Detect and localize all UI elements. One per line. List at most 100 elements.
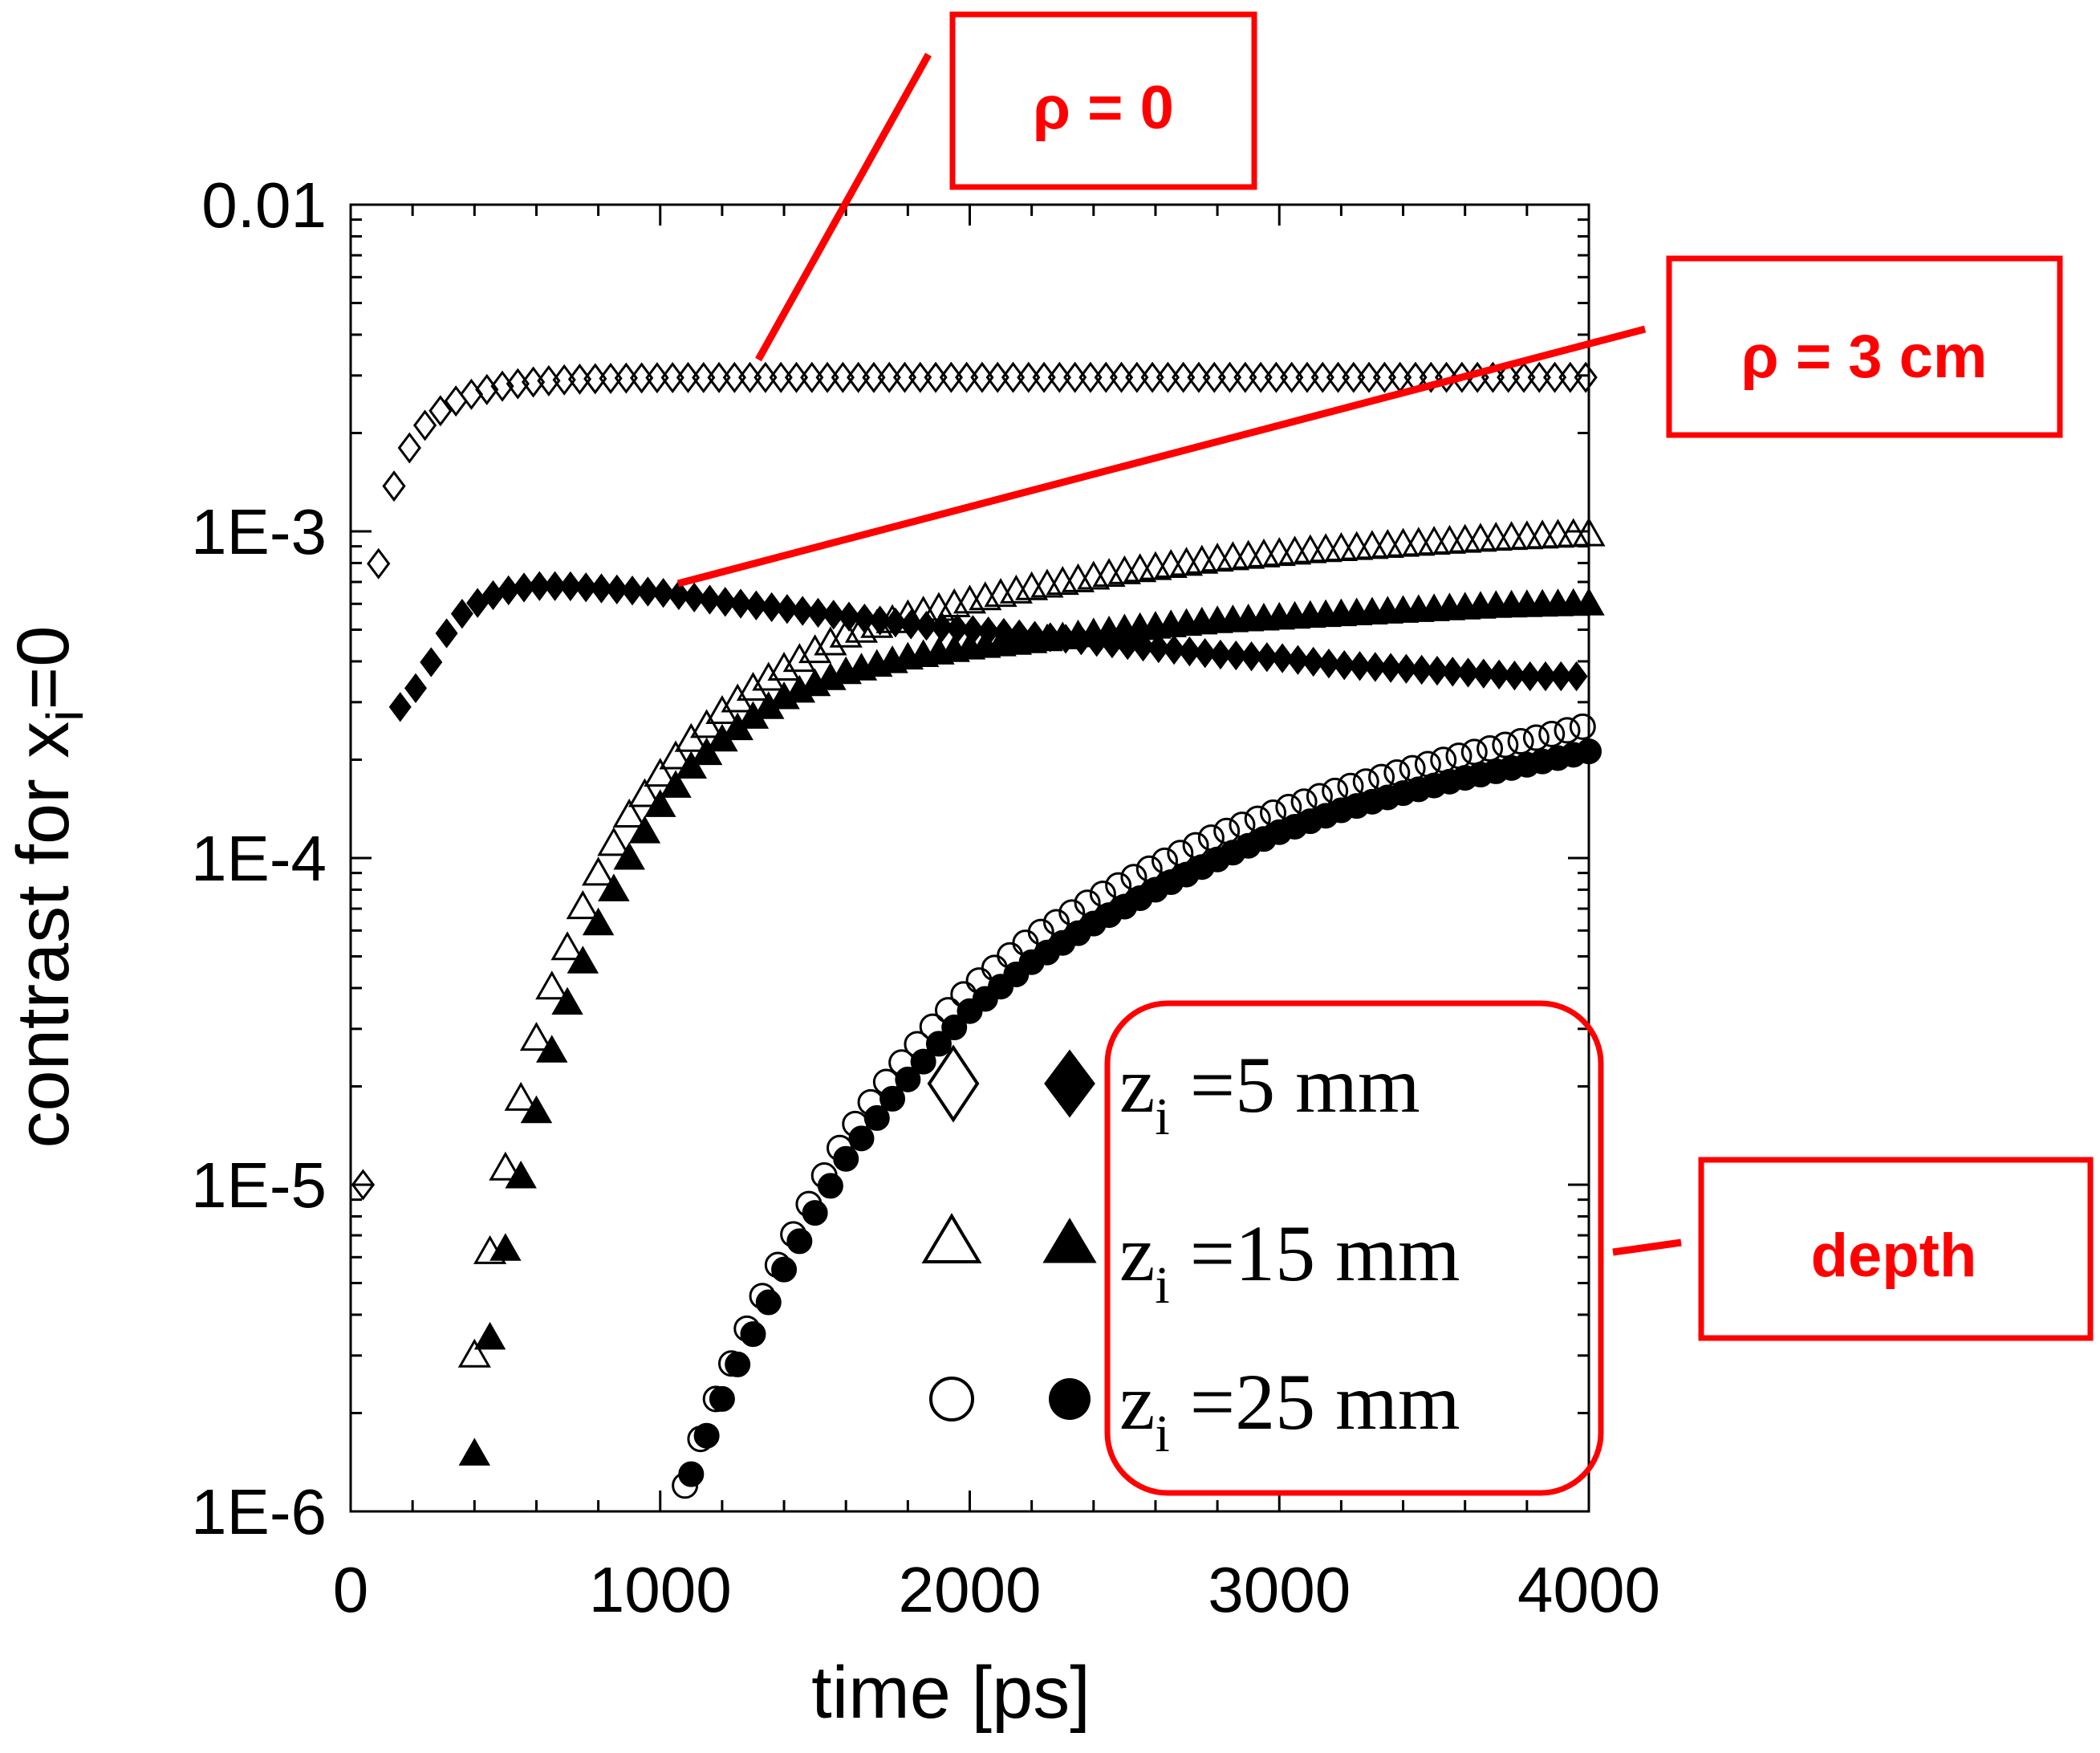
data-point-circle-open: [1554, 717, 1581, 744]
data-point-diamond-open: [892, 361, 917, 393]
data-point-circle-filled: [1576, 738, 1602, 765]
data-point-circle-filled: [833, 1145, 859, 1172]
data-point-diamond-filled: [621, 576, 644, 606]
data-point-diamond-open: [1434, 361, 1459, 393]
data-point-diamond-open: [1078, 361, 1103, 393]
y-axis-label: contrast for x: [2, 722, 84, 1149]
data-point-diamond-open: [1125, 361, 1149, 393]
annotation-rho3-text: ρ = 3 cm: [1741, 323, 1988, 391]
data-point-triangle-open: [736, 671, 770, 701]
data-point-triangle-open: [814, 626, 847, 656]
axes: 0 1000 2000 3000 4000 1E-6 1E-5 1E-4 1E-3 0.01: [191, 169, 1660, 1625]
data-point-diamond-open: [1032, 361, 1056, 393]
data-point-diamond-filled: [1363, 652, 1387, 682]
data-point-circle-filled: [709, 1385, 735, 1412]
data-point-diamond-open: [1542, 361, 1567, 393]
data-point-diamond-filled: [1550, 661, 1573, 692]
data-point-diamond-filled: [1286, 645, 1310, 675]
data-point-triangle-filled: [458, 1438, 491, 1466]
annotation-rho3: ρ = 3 cm: [676, 255, 2063, 588]
x-axis-label: time [ps]: [811, 1652, 1091, 1734]
series-2: [457, 517, 1606, 1368]
series-3: [458, 588, 1605, 1466]
svg-text:zi =25 mm: zi =25 mm: [1119, 1357, 1460, 1463]
data-point-diamond-open: [351, 1169, 376, 1201]
data-point-diamond-filled: [450, 598, 473, 629]
data-point-diamond-filled: [822, 600, 845, 630]
data-point-diamond-open: [1017, 361, 1041, 393]
data-point-diamond-open: [939, 361, 963, 393]
legend-label-5mm-prefix: z: [1119, 1040, 1155, 1129]
data-point-diamond-filled: [1193, 638, 1217, 669]
data-point-diamond-open: [1357, 361, 1381, 393]
data-point-diamond-filled: [745, 590, 768, 620]
annotation-rho0-box: [949, 11, 1257, 190]
data-point-diamond-open: [1140, 361, 1164, 393]
data-point-circle-filled: [678, 1461, 705, 1487]
y-tick-label: 1E-5: [191, 1149, 327, 1221]
legend-open-circle-marker: [929, 1377, 974, 1422]
annotation-depth: depth: [1104, 1000, 2094, 1496]
data-point-triangle-open: [1510, 520, 1544, 550]
y-axis-label-group: contrast for xi=0: [2, 626, 94, 1149]
data-point-circle-open: [1167, 840, 1194, 867]
data-point-diamond-open: [1094, 361, 1118, 393]
svg-text:zi =15 mm: zi =15 mm: [1119, 1209, 1460, 1315]
data-point-triangle-filled: [675, 750, 708, 779]
data-point-diamond-open: [862, 361, 886, 393]
data-point-triangle-open: [1541, 519, 1575, 548]
data-point-diamond-open: [429, 395, 453, 427]
legend-label-5mm: =5 mm: [1170, 1040, 1420, 1129]
legend-label-25mm-prefix: z: [1119, 1357, 1155, 1446]
annotation-depth-leader: [1612, 1238, 1682, 1256]
data-point-diamond-filled: [420, 647, 443, 677]
svg-text:zi =5 mm: zi =5 mm: [1119, 1040, 1420, 1146]
data-point-diamond-open: [908, 361, 932, 393]
data-point-triangle-open: [597, 827, 631, 856]
data-point-diamond-filled: [1317, 649, 1340, 679]
data-point-diamond-open: [815, 361, 839, 393]
data-point-triangle-filled: [644, 789, 676, 817]
data-point-diamond-filled: [1410, 654, 1433, 685]
annotation-rho3-leader: [676, 325, 1647, 588]
legend-entry-15mm: zi =15 mm: [921, 1209, 1460, 1315]
data-point-circle-open: [1213, 817, 1241, 844]
data-point-triangle-filled: [567, 946, 599, 974]
legend-label-15mm: =15 mm: [1170, 1209, 1460, 1298]
data-point-diamond-open: [753, 361, 778, 393]
data-point-circle-filled: [740, 1321, 766, 1348]
data-point-circle-open: [1430, 746, 1457, 774]
data-point-triangle-open: [875, 604, 909, 633]
data-point-triangle-filled: [613, 841, 645, 870]
series-5: [678, 738, 1602, 1487]
data-point-diamond-filled: [652, 578, 675, 608]
data-point-triangle-open: [690, 709, 724, 738]
data-point-triangle-open: [550, 931, 584, 961]
data-point-diamond-open: [1388, 361, 1412, 393]
legend-label-15mm-sub: i: [1155, 1256, 1169, 1315]
data-point-diamond-open: [707, 361, 731, 393]
data-point-triangle-filled: [690, 737, 723, 766]
data-point-circle-open: [1460, 738, 1488, 766]
data-point-triangle-open: [1494, 521, 1529, 551]
data-point-triangle-filled: [660, 770, 692, 798]
data-point-triangle-open: [612, 798, 646, 828]
data-point-diamond-open: [382, 470, 406, 502]
legend-filled-circle-marker: [1049, 1378, 1091, 1420]
legend-entry-25mm: zi =25 mm: [929, 1357, 1460, 1463]
data-point-diamond-filled: [1456, 657, 1480, 688]
data-point-diamond-filled: [1395, 653, 1418, 684]
data-point-triangle-open: [829, 618, 863, 648]
data-point-diamond-filled: [1379, 653, 1403, 683]
data-point-triangle-open: [674, 722, 708, 752]
data-point-circle-filled: [941, 1015, 968, 1041]
data-point-diamond-filled: [590, 573, 613, 604]
annotation-depth-label-box: [1698, 1157, 2094, 1341]
legend-filled-diamond-marker: [1044, 1049, 1095, 1118]
data-point-diamond-filled: [1503, 660, 1526, 691]
y-tick-label: 0.01: [201, 169, 327, 241]
plot-frame: [349, 203, 1590, 1513]
data-point-diamond-open: [924, 361, 948, 393]
data-point-diamond-open: [1295, 361, 1319, 393]
data-point-diamond-open: [955, 361, 979, 393]
